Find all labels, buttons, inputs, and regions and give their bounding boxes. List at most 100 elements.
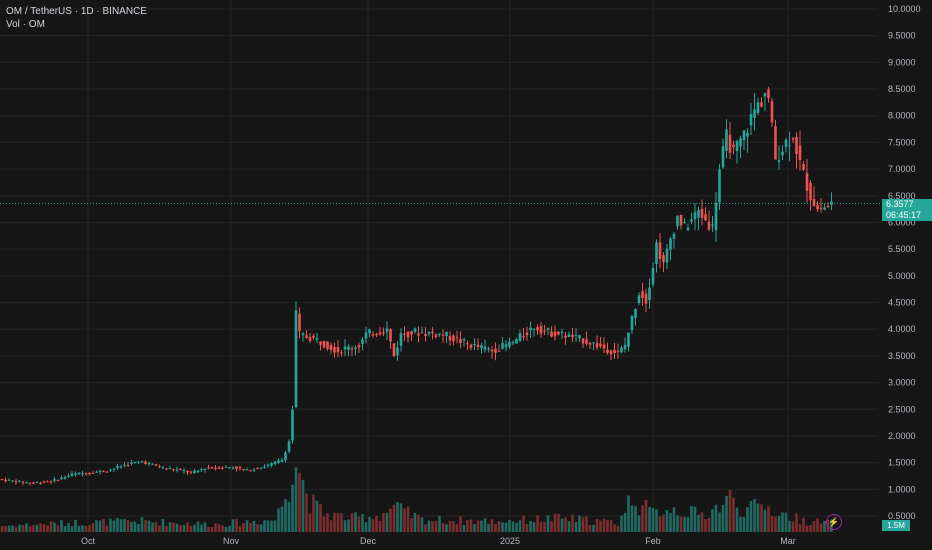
- time-tick-label: Oct: [81, 536, 96, 546]
- candle-body: [711, 224, 714, 226]
- candle-body: [147, 462, 151, 464]
- candle-body: [242, 469, 245, 471]
- lightning-icon[interactable]: ⚡: [826, 514, 842, 530]
- volume-bar: [315, 500, 319, 532]
- candle-body: [277, 460, 280, 464]
- volume-bar: [287, 501, 291, 532]
- volume-bar: [616, 525, 620, 532]
- candle-body: [651, 268, 655, 285]
- volume-bar: [693, 506, 697, 532]
- volume-bar: [445, 524, 448, 532]
- volume-bar: [382, 512, 385, 532]
- volume-bar: [448, 520, 452, 532]
- candle-body: [784, 139, 788, 147]
- volume-value-badge: 1.5M: [882, 520, 910, 531]
- candle-body: [256, 468, 259, 470]
- candle-body: [760, 102, 763, 107]
- price-axis[interactable]: 10.0000 9.5000 9.0000 8.5000 8.0000 7.5000 7.0…: [888, 4, 921, 521]
- volume-bar: [497, 521, 501, 532]
- volume-bar: [74, 519, 77, 532]
- time-axis[interactable]: Oct Nov Dec 2025 Feb Mar: [81, 536, 796, 546]
- candle-body: [70, 473, 74, 477]
- candle-body: [721, 146, 725, 168]
- volume-bar: [35, 524, 39, 532]
- volume-bar: [599, 520, 602, 532]
- candle-body: [203, 469, 207, 471]
- candle-body: [515, 338, 518, 344]
- candle-body: [781, 151, 784, 156]
- candle-body: [270, 463, 273, 466]
- candle-body: [56, 480, 60, 482]
- candle-body: [574, 334, 578, 336]
- candle-body: [84, 473, 88, 475]
- volume-bar: [242, 523, 245, 532]
- candle-body: [763, 93, 767, 97]
- candle-body: [378, 332, 382, 335]
- candle-body: [336, 347, 340, 353]
- volume-bar: [763, 509, 767, 532]
- symbol-title[interactable]: OM / TetherUS · 1D · BINANCE: [6, 6, 147, 17]
- candle-body: [350, 348, 354, 350]
- price-tick-label: 9.5000: [888, 31, 916, 41]
- volume-bar: [686, 517, 690, 532]
- candle-body: [487, 348, 490, 350]
- candle-body: [168, 468, 172, 470]
- volume-bar: [88, 525, 91, 532]
- volume-bar: [427, 520, 431, 532]
- volume-bars: [0, 467, 833, 532]
- volume-bar: [711, 509, 714, 532]
- candle-body: [490, 349, 494, 352]
- volume-bar: [536, 515, 539, 532]
- price-tick-label: 4.0000: [888, 324, 916, 334]
- volume-bar: [284, 499, 287, 532]
- candle-body: [529, 327, 532, 331]
- volume-bar: [490, 519, 494, 532]
- volume-bar: [816, 518, 819, 532]
- candle-body: [161, 467, 165, 469]
- candle-body: [823, 207, 826, 210]
- candle-body: [746, 132, 749, 137]
- volume-bar: [319, 504, 322, 532]
- candle-body: [501, 343, 504, 349]
- candle-body: [326, 341, 329, 350]
- candle-body: [770, 101, 774, 123]
- volume-bar: [655, 509, 658, 532]
- candle-body: [564, 335, 567, 338]
- volume-bar: [630, 505, 634, 532]
- candle-body: [11, 480, 14, 482]
- volume-bar: [557, 513, 560, 532]
- volume-bar: [277, 508, 280, 532]
- candle-body: [567, 334, 571, 337]
- candle-body: [739, 138, 742, 147]
- volume-bar: [707, 517, 711, 532]
- candle-body: [420, 332, 424, 334]
- volume-bar: [270, 520, 273, 532]
- volume-legend[interactable]: Vol · OM: [6, 19, 45, 30]
- price-tick-label: 8.0000: [888, 111, 916, 121]
- volume-bar: [725, 495, 728, 532]
- volume-bar: [613, 524, 616, 532]
- volume-bar: [217, 523, 221, 532]
- volume-bar: [161, 519, 165, 532]
- volume-bar: [819, 523, 823, 532]
- volume-bar: [606, 519, 609, 532]
- price-tick-label: 6.0000: [888, 217, 916, 227]
- volume-bar: [193, 524, 196, 532]
- volume-bar: [333, 512, 336, 532]
- candle-body: [623, 344, 627, 350]
- candle-body: [301, 333, 305, 336]
- candle-body: [620, 347, 623, 353]
- candle-body: [21, 481, 25, 483]
- volume-bar: [245, 520, 249, 532]
- candle-body: [679, 214, 683, 226]
- candle-body: [266, 464, 270, 466]
- volume-bar: [207, 526, 210, 532]
- volume-bar: [665, 510, 669, 532]
- candle-body: [357, 345, 361, 348]
- price-tick-label: 10.0000: [888, 4, 921, 14]
- volume-bar: [343, 520, 347, 532]
- candle-body: [550, 331, 553, 337]
- volume-bar: [588, 524, 592, 532]
